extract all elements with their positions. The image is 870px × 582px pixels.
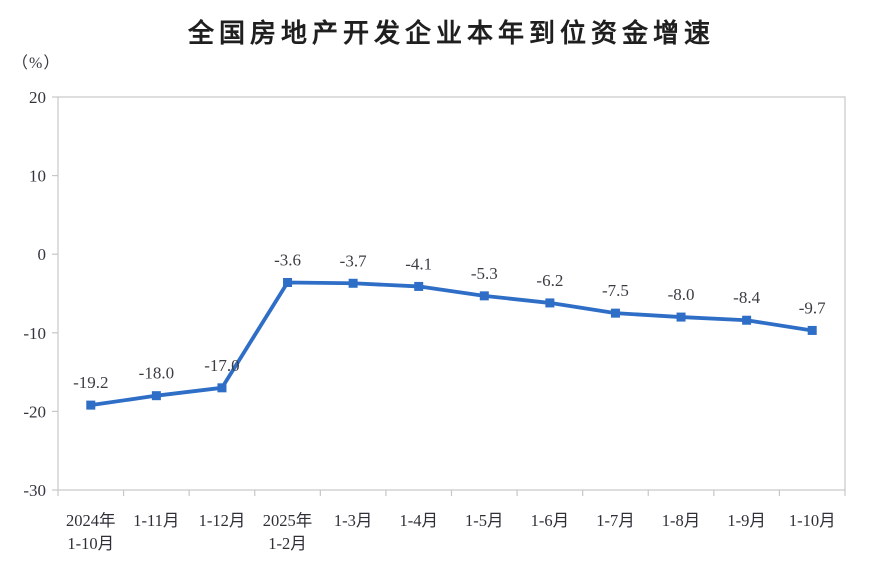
x-category-label: 1-9月 bbox=[727, 511, 766, 530]
data-point-marker bbox=[217, 383, 227, 393]
data-point-marker bbox=[545, 298, 555, 308]
x-category-label: 1-10月 bbox=[789, 511, 836, 530]
x-category-label: 2025年 1-2月 bbox=[263, 511, 313, 553]
data-point-marker bbox=[807, 325, 817, 335]
data-point-label: -3.6 bbox=[274, 250, 301, 269]
y-tick-label: 10 bbox=[29, 167, 46, 186]
x-category-label: 1-3月 bbox=[334, 511, 373, 530]
x-category-label: 1-8月 bbox=[662, 511, 701, 530]
data-point-marker bbox=[86, 400, 96, 410]
data-point-label: -8.4 bbox=[733, 288, 760, 307]
data-point-label: -4.1 bbox=[405, 254, 432, 273]
data-point-label: -6.2 bbox=[536, 271, 563, 290]
data-point-marker bbox=[742, 315, 752, 325]
data-point-marker bbox=[676, 312, 686, 322]
y-tick-label: 20 bbox=[29, 88, 46, 107]
data-point-marker bbox=[610, 308, 620, 318]
data-point-label: -7.5 bbox=[602, 281, 629, 300]
data-point-marker bbox=[414, 281, 424, 291]
data-point-label: -19.2 bbox=[73, 373, 108, 392]
y-tick-label: 0 bbox=[38, 245, 47, 264]
x-category-label: 1-7月 bbox=[596, 511, 635, 530]
y-axis-unit-label: （%） bbox=[12, 55, 61, 72]
data-point-label: -18.0 bbox=[139, 364, 174, 383]
data-point-marker bbox=[151, 391, 161, 401]
x-category-label: 1-6月 bbox=[531, 511, 570, 530]
chart-title: 全国房地产开发企业本年到位资金增速 bbox=[187, 18, 715, 48]
data-point-label: -5.3 bbox=[471, 264, 498, 283]
y-tick-label: -20 bbox=[23, 402, 46, 421]
y-tick-label: -10 bbox=[23, 324, 46, 343]
data-point-marker bbox=[479, 291, 489, 301]
x-category-label: 1-5月 bbox=[465, 511, 504, 530]
data-point-label: -17.0 bbox=[204, 356, 239, 375]
x-category-label: 2024年 1-10月 bbox=[66, 511, 116, 553]
x-category-label: 1-4月 bbox=[399, 511, 438, 530]
data-point-marker bbox=[348, 278, 358, 288]
plot-border bbox=[57, 96, 846, 491]
data-point-label: -3.7 bbox=[340, 251, 367, 270]
x-category-label: 1-11月 bbox=[133, 511, 179, 530]
data-point-marker bbox=[283, 277, 293, 287]
data-series-line bbox=[88, 280, 815, 408]
data-point-label: -8.0 bbox=[668, 285, 695, 304]
data-point-label: -9.7 bbox=[799, 298, 826, 317]
y-tick-label: -30 bbox=[23, 481, 46, 500]
x-category-label: 1-12月 bbox=[199, 511, 246, 530]
